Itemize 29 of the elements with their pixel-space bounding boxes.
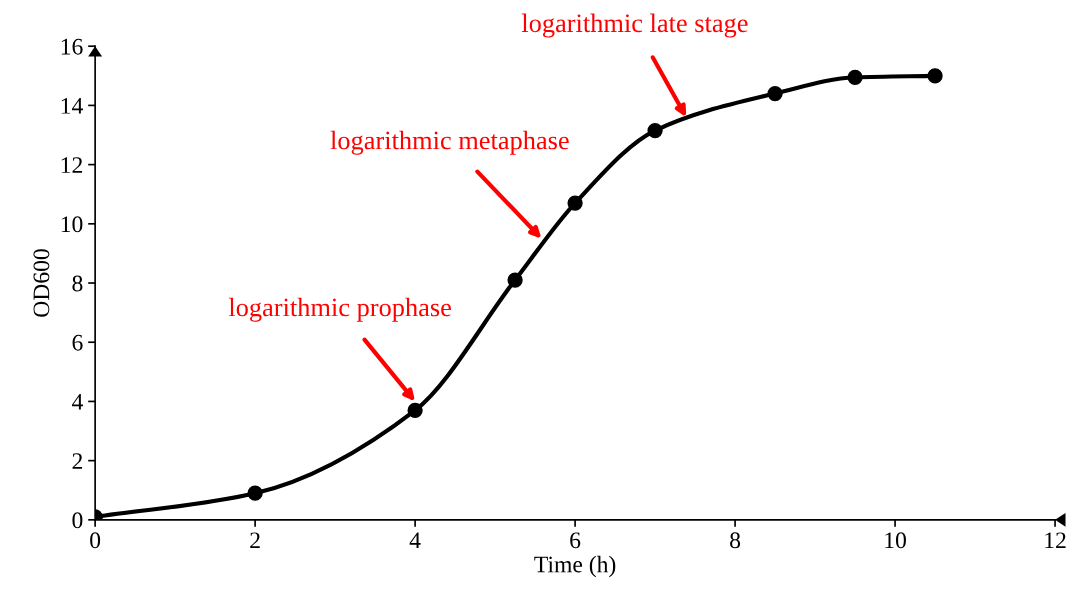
point bbox=[647, 122, 663, 139]
annotation: logarithmic late stage bbox=[521, 13, 748, 38]
x-tick-label: 12 bbox=[1045, 532, 1066, 549]
point bbox=[507, 272, 523, 288]
x-tick-label: 4 bbox=[409, 532, 421, 549]
y-tick-label: 4 bbox=[71, 394, 83, 410]
point bbox=[567, 195, 583, 211]
x-tick-label: 0 bbox=[90, 532, 101, 549]
y-tick-label: 2 bbox=[72, 453, 83, 469]
x-tick-label: 6 bbox=[570, 532, 581, 549]
point bbox=[407, 402, 423, 418]
y-tick-label: 12 bbox=[61, 157, 83, 173]
y-tick-label: 14 bbox=[61, 98, 83, 114]
y-tick-label: 0 bbox=[72, 512, 83, 529]
y-tick-label: 6 bbox=[72, 334, 83, 351]
annotation: logarithmic metaphase bbox=[330, 130, 569, 155]
y-tick-label: 8 bbox=[72, 275, 83, 292]
annotation: logarithmic prophase bbox=[228, 297, 451, 322]
x-tick-label: 8 bbox=[730, 532, 741, 549]
x-tick-label: 2 bbox=[250, 532, 260, 549]
y-axis-title: OD600 bbox=[33, 249, 50, 317]
point bbox=[847, 69, 863, 85]
x-tick-label: 10 bbox=[885, 532, 906, 549]
y-tick-label: 10 bbox=[61, 216, 83, 233]
point bbox=[247, 485, 263, 501]
x-axis-title: Time (h) bbox=[534, 555, 616, 578]
point bbox=[767, 85, 783, 102]
y-tick-label: 16 bbox=[61, 38, 83, 55]
point bbox=[927, 68, 943, 84]
